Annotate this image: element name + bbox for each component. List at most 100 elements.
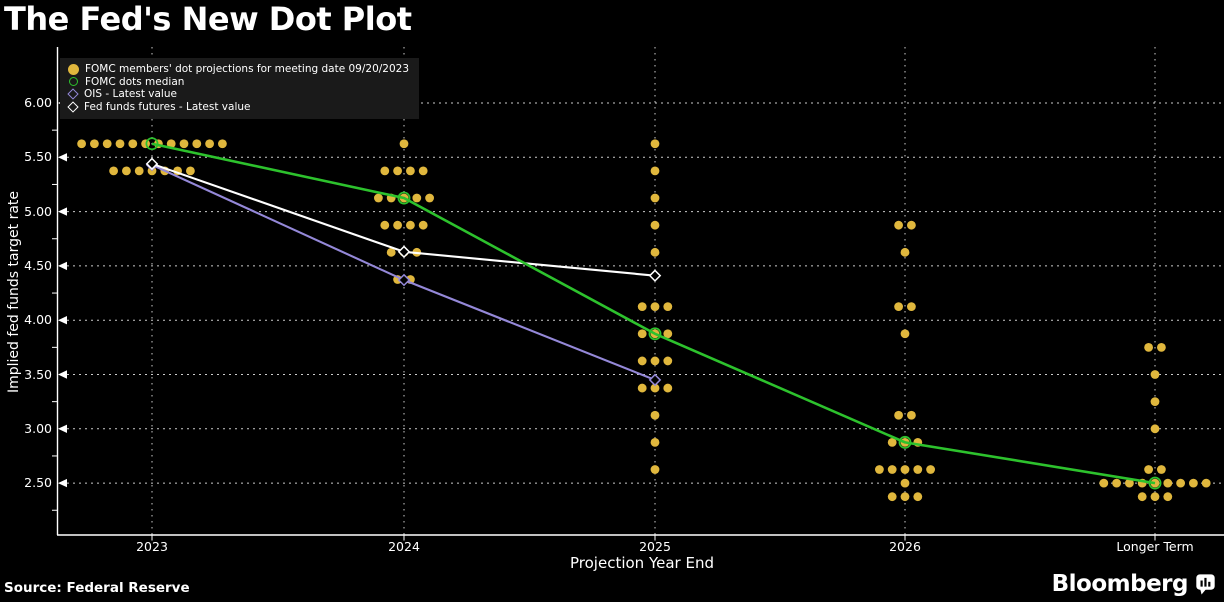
y-axis-title: Implied fed funds target rate: [6, 190, 22, 394]
fomc-dot: [1163, 492, 1173, 502]
fomc-dot: [900, 492, 910, 502]
fomc-dot: [887, 492, 897, 502]
chart-title: The Fed's New Dot Plot: [4, 0, 412, 38]
median-line: [151, 142, 1156, 485]
fomc-dot: [1150, 397, 1160, 407]
fomc-dot: [380, 220, 390, 230]
bloomberg-wordmark: Bloomberg: [1051, 571, 1189, 597]
fomc-dot: [887, 465, 897, 474]
fomc-dot: [179, 139, 189, 149]
x-tick-label: 2025: [639, 539, 671, 554]
fomc-dot: [637, 302, 647, 312]
fomc-dot: [218, 139, 227, 149]
y-tick-label: 6.00: [24, 95, 52, 110]
legend-item-median: FOMC dots median: [68, 76, 409, 89]
legend-item-futures: Fed funds futures - Latest value: [67, 101, 409, 114]
fomc-dot: [1144, 342, 1153, 352]
fomc-dot: [1157, 465, 1166, 474]
fomc-dot: [637, 329, 647, 339]
fomc-dot: [122, 166, 131, 176]
fomc-dot: [386, 247, 396, 257]
fomc-dot: [875, 465, 884, 474]
fomc-dot: [128, 139, 138, 149]
y-tick-label: 2.50: [24, 475, 52, 491]
x-tick-label: 2024: [388, 539, 420, 554]
fomc-dot: [650, 139, 660, 149]
y-tick-label: 5.00: [24, 203, 52, 219]
fomc-dot: [192, 139, 202, 149]
fomc-dot: [900, 247, 910, 257]
yellow-dot-marker-icon: [68, 63, 79, 75]
fomc-dot: [418, 220, 428, 230]
fomc-dot: [205, 139, 215, 149]
axis-arrow-tick-icon: [58, 316, 67, 325]
fomc-dot: [650, 383, 660, 393]
fomc-dot: [637, 356, 647, 366]
fomc-dot: [166, 139, 176, 149]
fomc-dot: [907, 302, 916, 312]
fomc-dot: [900, 329, 910, 339]
fomc-dot: [663, 383, 673, 393]
y-tick-label: 4.00: [24, 312, 52, 328]
fomc-dot: [374, 193, 383, 203]
median-marker-icon: [145, 137, 159, 151]
x-tick-label: 2023: [136, 539, 168, 554]
fomc-dot: [650, 410, 660, 420]
fomc-dot: [134, 166, 144, 176]
diamond-marker-icon: [648, 373, 662, 387]
fomc-dot: [406, 220, 415, 230]
fomc-dot: [650, 465, 660, 474]
fomc-dot: [894, 220, 903, 230]
fomc-dot: [894, 410, 903, 420]
futures-line: [151, 162, 656, 277]
x-axis-title: Projection Year End: [570, 554, 714, 572]
median-marker-icon: [397, 191, 411, 205]
legend-label: OIS - Latest value: [84, 88, 177, 100]
fomc-dot: [663, 329, 673, 339]
fomc-dot: [109, 166, 118, 176]
median-marker-icon: [648, 327, 662, 341]
fomc-dot: [1163, 478, 1173, 488]
y-tick-label: 4.50: [24, 257, 52, 273]
fomc-dot: [102, 139, 112, 149]
fomc-dot: [650, 220, 660, 230]
axis-arrow-tick-icon: [58, 424, 67, 433]
diamond-marker-icon: [397, 273, 411, 287]
fomc-dot: [418, 166, 428, 176]
legend-label: FOMC dots median: [85, 75, 185, 88]
fomc-dot: [900, 478, 910, 488]
x-tick-label: Longer Term: [1116, 539, 1194, 554]
bloomberg-logo-icon: [1196, 574, 1215, 595]
legend-item-ois: OIS - Latest value: [67, 88, 409, 101]
axis-arrow-tick-icon: [58, 153, 67, 162]
fomc-dot: [1144, 465, 1153, 474]
fomc-dot: [1150, 424, 1160, 434]
fomc-dot: [637, 383, 647, 393]
fomc-dot: [650, 437, 660, 447]
diamond-marker-icon: [145, 157, 159, 171]
fomc-dot: [1176, 478, 1185, 488]
fomc-dot: [1137, 492, 1147, 502]
fomc-projection-dots: [77, 85, 1211, 502]
axis-arrow-tick-icon: [58, 261, 67, 271]
fomc-dot: [1201, 478, 1211, 488]
fomc-dot: [406, 166, 415, 176]
axis-arrow-tick-icon: [58, 207, 67, 216]
fomc-dot: [1099, 478, 1109, 488]
fomc-dot: [887, 437, 897, 447]
y-tick-label: 3.50: [24, 366, 52, 382]
fomc-dot: [1112, 478, 1121, 488]
y-tick-label: 3.00: [24, 420, 52, 436]
median-marker-icon: [898, 435, 912, 449]
legend-label: FOMC members' dot projections for meetin…: [85, 63, 410, 75]
x-tick-label: 2026: [889, 539, 921, 554]
fomc-dot: [1150, 370, 1160, 379]
fomc-dot: [1125, 478, 1134, 488]
source-attribution: Source: Federal Reserve: [4, 580, 190, 596]
fomc-dot: [650, 247, 660, 257]
fomc-dot: [913, 465, 923, 474]
chart-legend: FOMC members' dot projections for meetin…: [60, 58, 420, 119]
fomc-dot: [380, 166, 390, 176]
fomc-dot: [907, 220, 916, 230]
